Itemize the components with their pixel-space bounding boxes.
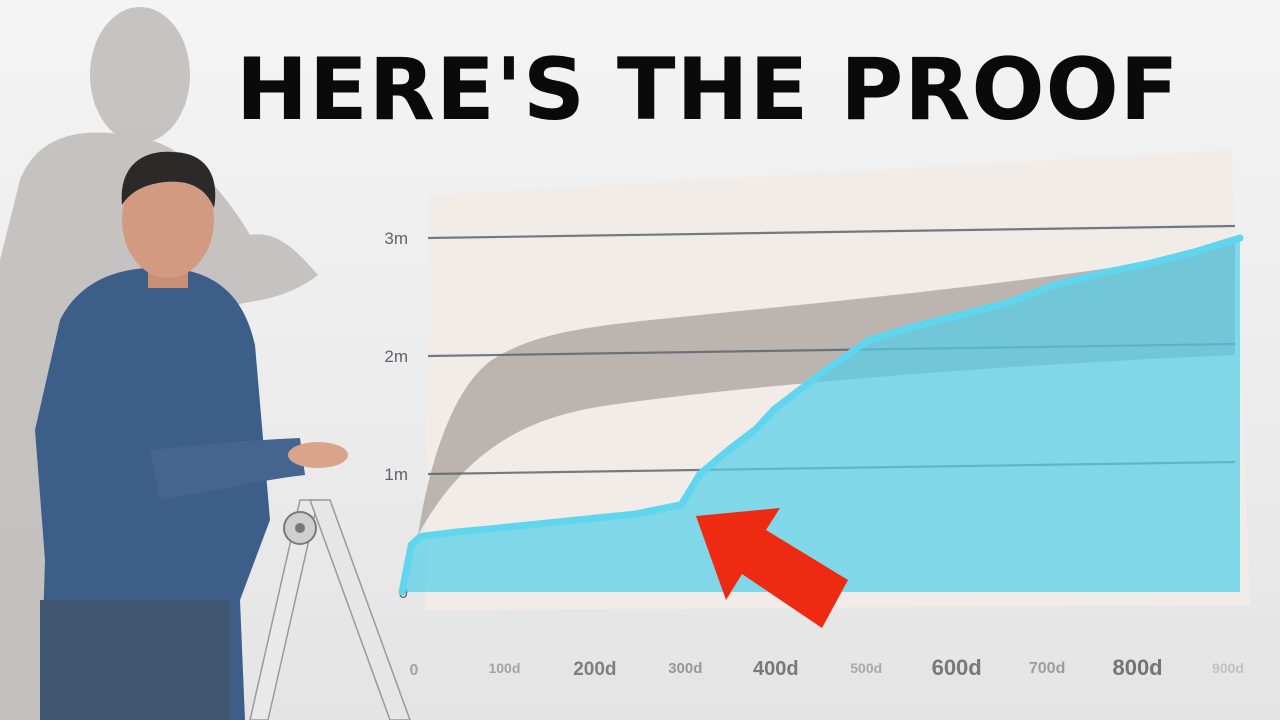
presenter-arm (150, 438, 305, 500)
data-point (408, 542, 414, 548)
data-point (1004, 300, 1010, 306)
x-tick-label: 300d (668, 660, 702, 677)
data-point (865, 338, 871, 344)
area-fill (402, 238, 1240, 592)
data-point (1144, 261, 1150, 267)
x-tick-label: 0 (410, 662, 419, 679)
data-point (585, 516, 591, 522)
x-tick-label: 200d (573, 659, 616, 680)
data-point (678, 502, 684, 508)
data-point (1190, 249, 1196, 255)
x-axis: 0 100d 200d 300d 400d 500d 600d 700d 800d 900d (410, 655, 1244, 680)
data-point (492, 525, 498, 531)
data-point (1237, 235, 1243, 241)
data-point (632, 511, 638, 517)
data-point (697, 471, 703, 477)
y-tick-label: 1m (384, 465, 408, 484)
x-tick-label: 500d (850, 660, 882, 676)
data-point (1097, 270, 1103, 276)
data-point (911, 324, 917, 329)
y-tick-label: 2m (384, 347, 408, 366)
data-point (399, 589, 405, 595)
presenter-head (122, 162, 214, 278)
data-point (725, 447, 731, 453)
headline-title: HERE'S THE PROOF (236, 40, 1180, 140)
x-tick-label: 400d (753, 658, 799, 680)
presenter-hair (121, 151, 216, 208)
data-point (958, 312, 964, 318)
data-point (418, 534, 424, 539)
presenter-jeans (40, 600, 230, 720)
x-tick-label: 600d (932, 655, 982, 680)
data-point (818, 371, 824, 377)
annotation-arrow (696, 508, 848, 628)
data-point (771, 406, 777, 412)
data-point (753, 426, 759, 432)
x-tick-label: 800d (1112, 655, 1162, 680)
y-axis: 01m2m3m (384, 229, 408, 602)
ladder-rail (308, 499, 411, 720)
data-point (455, 529, 461, 535)
presenter-hand (288, 442, 348, 468)
data-point (1051, 282, 1057, 288)
series-area (398, 234, 1244, 596)
x-tick-label: 900d (1212, 660, 1244, 676)
ladder (249, 499, 411, 720)
ladder-hinge-bolt (295, 523, 305, 533)
x-tick-label: 100d (488, 660, 520, 676)
presenter (35, 151, 348, 720)
data-point (539, 521, 545, 527)
x-tick-label: 700d (1029, 660, 1065, 677)
y-tick-label: 3m (384, 229, 408, 248)
gridline (427, 224, 1236, 240)
